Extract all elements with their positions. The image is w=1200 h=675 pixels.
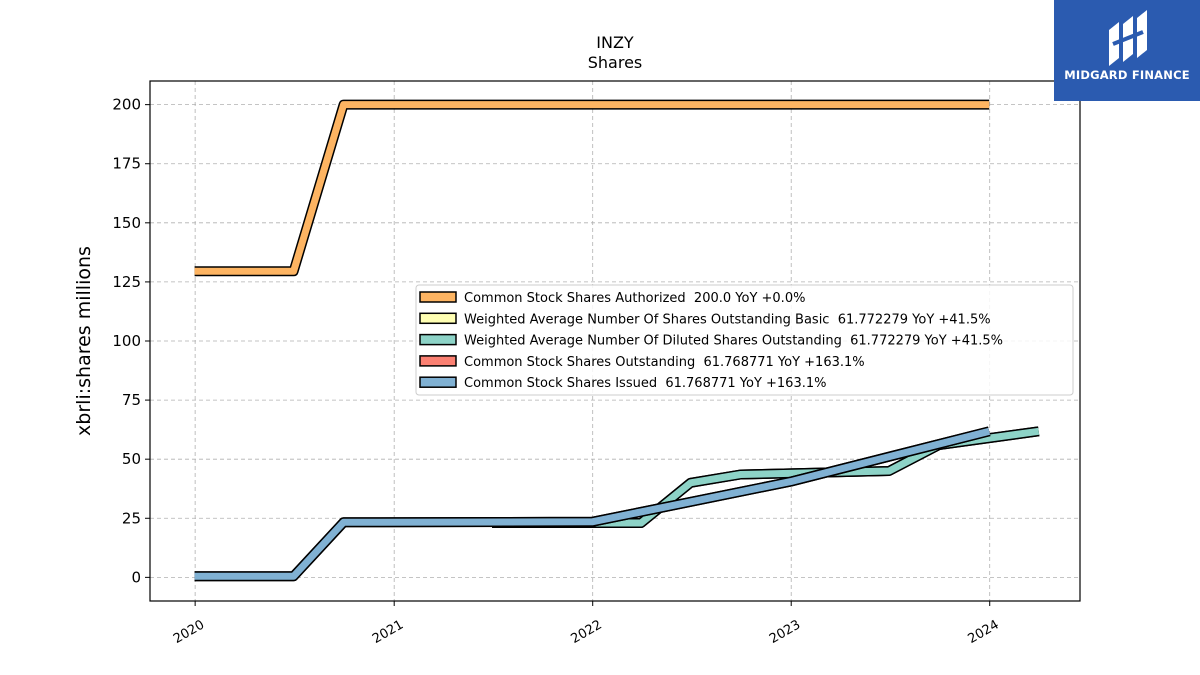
legend-swatch: [419, 376, 457, 388]
legend-box: [415, 284, 1074, 396]
legend-swatch: [419, 333, 457, 346]
y-tick-label: 50: [122, 450, 141, 468]
legend-swatch: [419, 312, 457, 325]
legend-entry: Common Stock Shares Authorized 200.0 YoY…: [464, 291, 805, 306]
legend-entry: Weighted Average Number Of Diluted Share…: [464, 334, 1003, 349]
y-tick-label: 200: [112, 96, 141, 114]
y-tick-label: 75: [122, 391, 141, 409]
x-tick-label: 2023: [767, 617, 803, 647]
legend-entry: Common Stock Shares Issued 61.768771 YoY…: [464, 376, 826, 391]
y-axis-label: xbrli:shares millions: [73, 246, 95, 436]
legend-swatch: [419, 355, 457, 367]
x-tick-label: 2020: [171, 617, 207, 647]
series-line: [492, 426, 1040, 528]
legend-entry: Weighted Average Number Of Shares Outsta…: [464, 312, 991, 327]
y-tick-label: 150: [112, 214, 141, 232]
legend: Common Stock Shares Authorized 200.0 YoY…: [415, 284, 1074, 396]
y-tick-label: 0: [131, 568, 141, 586]
midgard-logo-icon: [1109, 10, 1147, 66]
chart-subtitle: Shares: [588, 53, 643, 72]
x-tick-label: 2022: [569, 617, 605, 647]
series-lines: [194, 99, 1040, 582]
series-line: [194, 99, 990, 277]
legend-swatch: [419, 291, 457, 303]
y-ticks: 0 25 50 75 100 125 150 175 200: [112, 96, 150, 586]
brand-logo: MIDGARD FINANCE: [1054, 0, 1200, 101]
chart-title: INZY: [596, 33, 634, 52]
y-tick-label: 25: [122, 509, 141, 527]
y-tick-label: 175: [112, 155, 141, 173]
y-tick-label: 100: [112, 332, 141, 350]
legend-entry: Common Stock Shares Outstanding 61.76877…: [464, 355, 865, 370]
x-tick-label: 2021: [370, 617, 406, 647]
y-tick-label: 125: [112, 273, 141, 291]
series-line: [194, 426, 991, 582]
brand-name: MIDGARD FINANCE: [1064, 68, 1190, 82]
x-tick-label: 2024: [966, 617, 1002, 647]
x-ticks: 2020 2021 2022 2023 2024: [171, 601, 1002, 647]
